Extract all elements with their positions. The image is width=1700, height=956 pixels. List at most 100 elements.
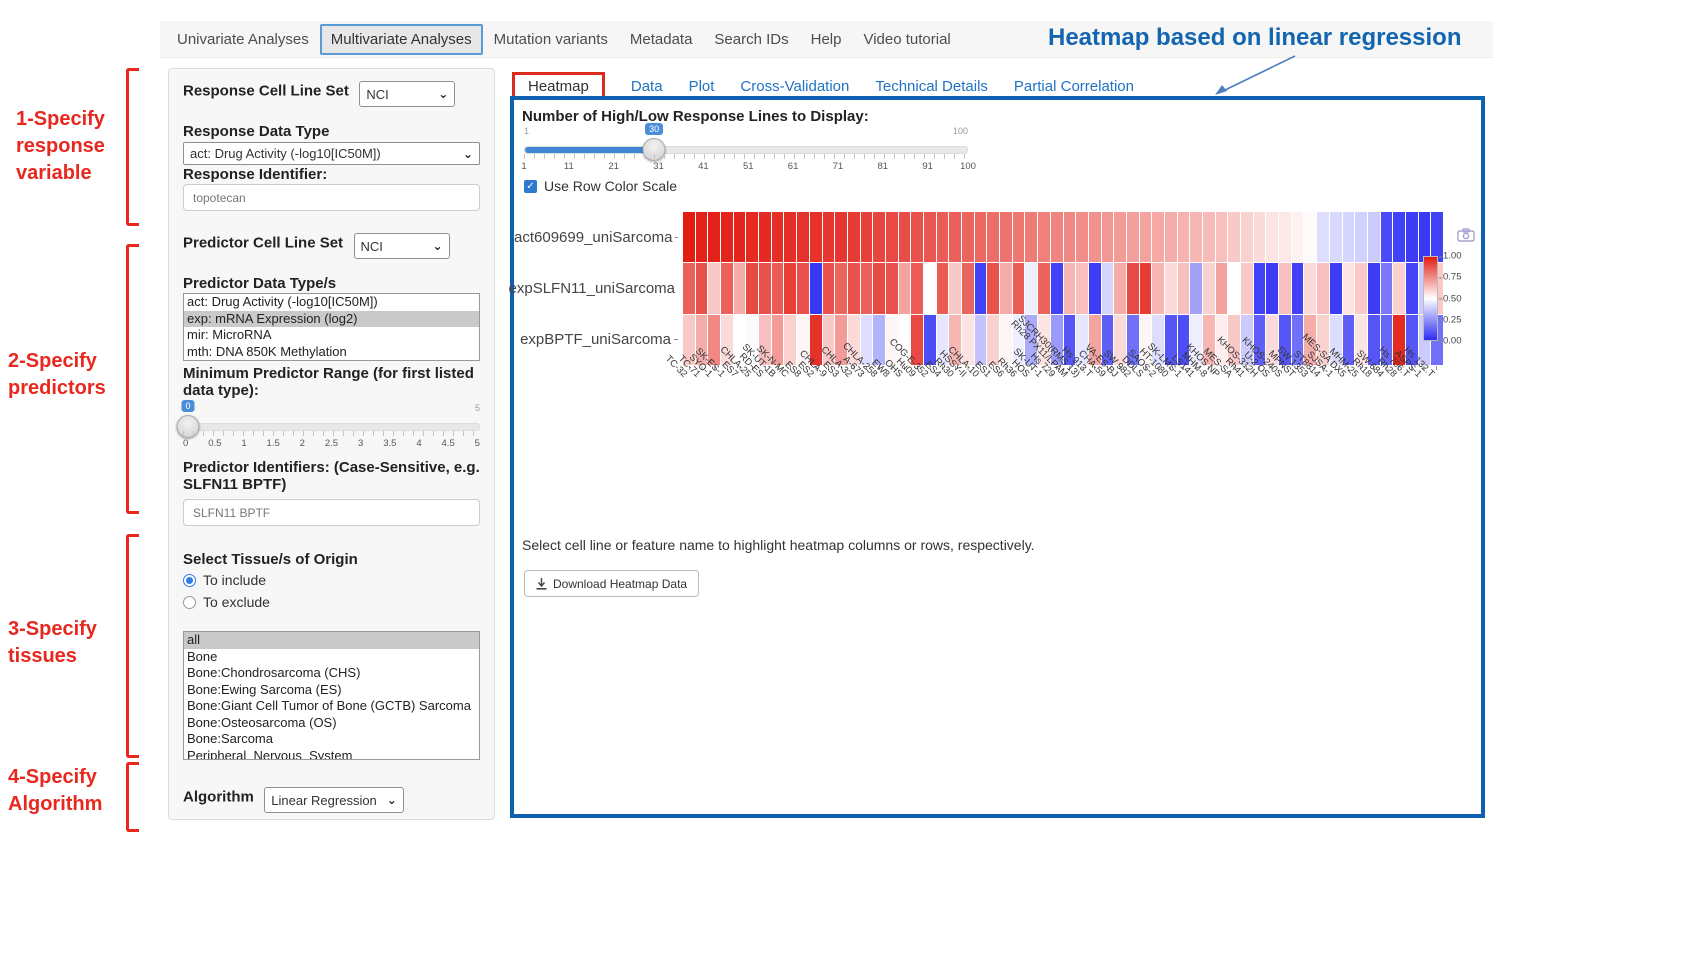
heatmap-cell[interactable] <box>784 314 797 365</box>
heatmap-cell[interactable] <box>1266 314 1279 365</box>
heatmap-cell[interactable] <box>1215 263 1228 314</box>
heatmap-cell[interactable] <box>1393 263 1405 314</box>
heatmap-cell[interactable] <box>949 212 962 263</box>
heatmap-cell[interactable] <box>923 314 936 365</box>
heatmap-cell[interactable] <box>1063 314 1076 365</box>
heatmap-cell[interactable] <box>1367 212 1380 263</box>
heatmap-cell[interactable] <box>1304 314 1317 365</box>
heatmap-cell[interactable] <box>1418 212 1431 263</box>
heatmap-cell[interactable] <box>835 263 847 314</box>
heatmap-cell[interactable] <box>1279 314 1291 365</box>
heatmap-cell[interactable] <box>1228 212 1241 263</box>
heatmap-cell[interactable] <box>797 263 809 314</box>
heatmap-cell[interactable] <box>695 263 708 314</box>
option-bone[interactable]: Bone <box>187 648 218 664</box>
heatmap-cell[interactable] <box>974 263 987 314</box>
heatmap-cell[interactable] <box>822 263 835 314</box>
heatmap-cell[interactable] <box>1367 314 1380 365</box>
min-predictor-range-slider[interactable]: 0 5 0 0.5 1 1.5 2 2.5 3 3.5 4 4.5 5 <box>176 400 480 453</box>
heatmap-cell[interactable] <box>1050 263 1063 314</box>
heatmap-cell[interactable] <box>1241 314 1253 365</box>
heatmap-cell[interactable] <box>1380 263 1393 314</box>
heatmap-cell[interactable] <box>1114 212 1126 263</box>
option-exp-mrna-expression-log2[interactable]: exp: mRNA Expression (log2) <box>184 310 479 327</box>
heatmap-cell[interactable] <box>949 314 962 365</box>
heatmap-cell[interactable] <box>708 212 721 263</box>
heatmap-cell[interactable] <box>974 314 987 365</box>
option-bone-osteosarcoma-os[interactable]: Bone:Osteosarcoma (OS) <box>187 714 337 730</box>
heatmap-cell[interactable] <box>708 314 721 365</box>
heatmap-cell[interactable] <box>733 212 746 263</box>
heatmap-cell[interactable] <box>1190 314 1203 365</box>
heatmap-row-label-expbptf-unisarcoma[interactable]: expBPTF_uniSarcoma <box>514 314 678 365</box>
heatmap-cell[interactable] <box>784 263 797 314</box>
heatmap-cell[interactable] <box>1050 212 1063 263</box>
heatmap-cell[interactable] <box>1000 263 1012 314</box>
heatmap-cell[interactable] <box>1329 314 1342 365</box>
heatmap-cell[interactable] <box>936 212 949 263</box>
predictor-identifiers-input[interactable]: SLFN11 BPTF <box>183 499 480 526</box>
heatmap-cell[interactable] <box>962 212 974 263</box>
heatmap-cell[interactable] <box>1380 314 1393 365</box>
heatmap-cell[interactable] <box>1088 314 1101 365</box>
response-cell-line-set-select[interactable]: NCI ⌄ <box>359 81 456 107</box>
nav-item-search-ids[interactable]: Search IDs <box>714 30 789 48</box>
heatmap-cell[interactable] <box>949 263 962 314</box>
heatmap-cell[interactable] <box>771 212 784 263</box>
option-mth-dna-850k-methylation[interactable]: mth: DNA 850K Methylation <box>187 343 347 359</box>
heatmap-cell[interactable] <box>873 263 885 314</box>
heatmap-cell[interactable] <box>974 212 987 263</box>
heatmap-cell[interactable] <box>860 263 873 314</box>
heatmap-cell[interactable] <box>1253 212 1266 263</box>
heatmap-cell[interactable] <box>1304 263 1317 314</box>
min-range-track[interactable] <box>183 423 480 431</box>
heatmap-cell[interactable] <box>1215 212 1228 263</box>
heatmap-cell[interactable] <box>683 212 695 263</box>
heatmap-cell[interactable] <box>1266 263 1279 314</box>
heatmap-cell[interactable] <box>822 314 835 365</box>
heatmap-cell[interactable] <box>721 263 733 314</box>
heatmap-cell[interactable] <box>1367 263 1380 314</box>
option-mir-microrna[interactable]: mir: MicroRNA <box>187 327 272 342</box>
heatmap-cell[interactable] <box>987 263 1000 314</box>
heatmap-cell[interactable] <box>1114 263 1126 314</box>
heatmap-cell[interactable] <box>987 212 1000 263</box>
heatmap-cell[interactable] <box>860 212 873 263</box>
option-all[interactable]: all <box>184 632 479 649</box>
heatmap-cell[interactable] <box>1139 314 1152 365</box>
predictor-data-types-listbox[interactable]: act: Drug Activity (-log10[IC50M]) exp: m… <box>183 293 480 361</box>
heatmap-cell[interactable] <box>1329 263 1342 314</box>
heatmap-cell[interactable] <box>809 263 822 314</box>
heatmap-cell[interactable] <box>1380 212 1393 263</box>
heatmap-cell[interactable] <box>1088 263 1101 314</box>
heatmap-cell[interactable] <box>784 212 797 263</box>
heatmap-cell[interactable] <box>1012 212 1025 263</box>
heatmap-cell[interactable] <box>1291 212 1304 263</box>
heatmap-cell[interactable] <box>1164 212 1177 263</box>
heatmap-cell[interactable] <box>1025 314 1038 365</box>
heatmap-cell[interactable] <box>1228 263 1241 314</box>
heatmap-cell[interactable] <box>847 263 860 314</box>
heatmap-cell[interactable] <box>1355 263 1367 314</box>
heatmap-cell[interactable] <box>1317 314 1329 365</box>
heatmap-cell[interactable] <box>759 263 771 314</box>
heatmap-cell[interactable] <box>911 263 923 314</box>
heatmap-cell[interactable] <box>1393 314 1405 365</box>
heatmap-cell[interactable] <box>1076 314 1088 365</box>
heatmap-cell[interactable] <box>746 212 759 263</box>
heatmap-cell[interactable] <box>1304 212 1317 263</box>
heatmap-cell[interactable] <box>1088 212 1101 263</box>
response-lines-slider[interactable]: 1 100 30 1 11 21 31 41 51 61 71 81 91 100 <box>521 123 976 174</box>
heatmap-cell[interactable] <box>1177 314 1190 365</box>
heatmap-cell[interactable] <box>1076 263 1088 314</box>
heatmap-cell[interactable] <box>1000 212 1012 263</box>
slider-track[interactable] <box>524 146 968 154</box>
heatmap-cell[interactable] <box>1126 314 1139 365</box>
heatmap-cell[interactable] <box>1177 263 1190 314</box>
nav-item-metadata[interactable]: Metadata <box>629 30 693 48</box>
heatmap-cell[interactable] <box>683 263 695 314</box>
heatmap-cell[interactable] <box>1101 212 1114 263</box>
heatmap-cell[interactable] <box>721 212 733 263</box>
heatmap-cell[interactable] <box>835 212 847 263</box>
heatmap-cell[interactable] <box>1152 314 1164 365</box>
